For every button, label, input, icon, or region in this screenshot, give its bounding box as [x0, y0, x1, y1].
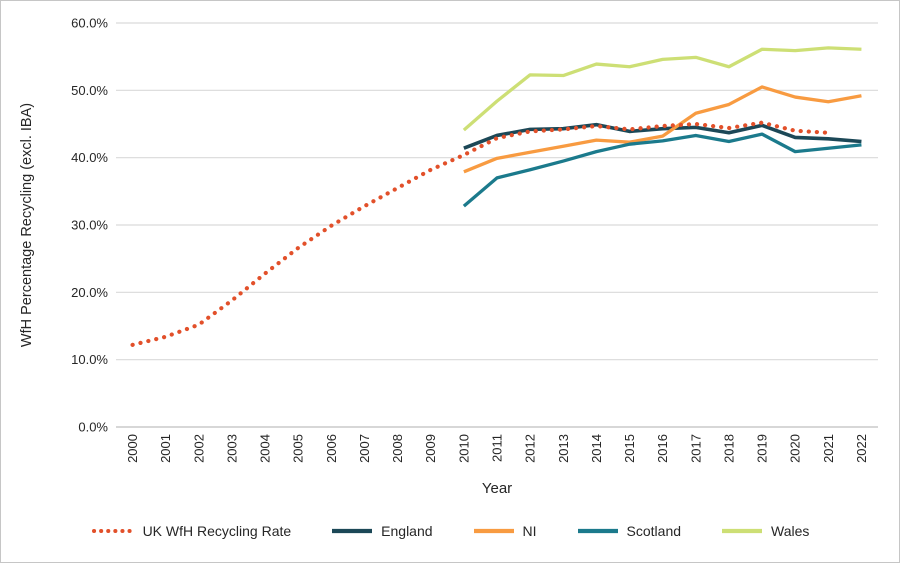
legend-label: England: [381, 523, 433, 539]
y-tick-label: 10.0%: [71, 352, 108, 367]
y-tick-label: 50.0%: [71, 83, 108, 98]
x-axis-tick-labels: 2000 2001 2002 2003 2004 2005 2006 2007 2008 2009…: [125, 434, 869, 463]
x-tick-label: 2001: [158, 434, 173, 463]
x-tick-label: 2013: [556, 434, 571, 463]
series-lines: [130, 46, 862, 347]
x-tick-label: 2015: [622, 434, 637, 463]
series-line-wales: [462, 46, 862, 132]
x-tick-label: 2021: [821, 434, 836, 463]
legend-item-scotland: Scotland: [575, 523, 681, 539]
series-line-uk-wfh-recycling-rate: [130, 120, 831, 347]
x-tick-label: 2011: [490, 434, 505, 462]
legend-item-ni: NI: [471, 523, 537, 539]
x-tick-label: 2007: [357, 434, 372, 463]
series-line-scotland: [462, 132, 862, 208]
legend-label: Scotland: [626, 523, 682, 539]
y-tick-label: 40.0%: [71, 150, 108, 165]
line-swatch-icon: [473, 528, 514, 534]
legend-item-uk-wfh-recycling-rate: UK WfH Recycling Rate: [91, 523, 292, 539]
line-swatch-icon: [332, 528, 373, 534]
y-tick-label: 0.0%: [78, 420, 108, 435]
x-tick-label: 2008: [390, 434, 405, 463]
x-tick-label: 2006: [324, 434, 339, 463]
x-tick-label: 2009: [423, 434, 438, 463]
x-tick-label: 2010: [456, 434, 471, 463]
legend-label: UK WfH Recycling Rate: [142, 523, 292, 539]
x-tick-label: 2017: [688, 434, 703, 463]
y-tick-label: 60.0%: [71, 16, 108, 31]
chart-legend: UK WfH Recycling Rate England NI Scotland Wa…: [1, 523, 899, 539]
series-line-ni: [463, 85, 862, 174]
y-tick-label: 30.0%: [71, 218, 108, 233]
gridlines: [116, 22, 878, 428]
series-line-england: [463, 122, 862, 150]
legend-item-wales: Wales: [719, 523, 809, 539]
legend-item-england: England: [329, 523, 433, 539]
x-tick-label: 2004: [258, 434, 273, 463]
x-tick-label: 2000: [125, 434, 140, 463]
x-tick-label: 2016: [655, 434, 670, 463]
legend-label: NI: [522, 523, 537, 539]
x-tick-label: 2012: [523, 434, 538, 463]
y-axis-tick-labels: 0.0% 10.0% 20.0% 30.0% 40.0% 50.0% 60.0%: [71, 16, 108, 435]
line-swatch-icon: [577, 528, 618, 534]
x-tick-label: 2003: [224, 434, 239, 463]
x-tick-label: 2005: [291, 434, 306, 463]
legend-label: Wales: [771, 523, 810, 539]
plot-area: 0.0%10.0%20.0%30.0%40.0%50.0%60.0% 2000 2…: [19, 16, 878, 497]
x-axis-title: Year: [482, 480, 512, 497]
x-tick-label: 2022: [854, 434, 869, 463]
x-tick-label: 2014: [589, 434, 604, 463]
x-tick-label: 2002: [191, 434, 206, 463]
y-tick-label: 20.0%: [71, 285, 108, 300]
x-tick-label: 2019: [755, 434, 770, 463]
x-tick-label: 2020: [788, 434, 803, 463]
dotted-line-swatch-icon: [91, 529, 136, 533]
y-axis-title: WfH Percentage Recycling (excl. IBA): [19, 103, 35, 347]
x-tick-label: 2018: [721, 434, 736, 463]
line-swatch-icon: [722, 528, 763, 534]
